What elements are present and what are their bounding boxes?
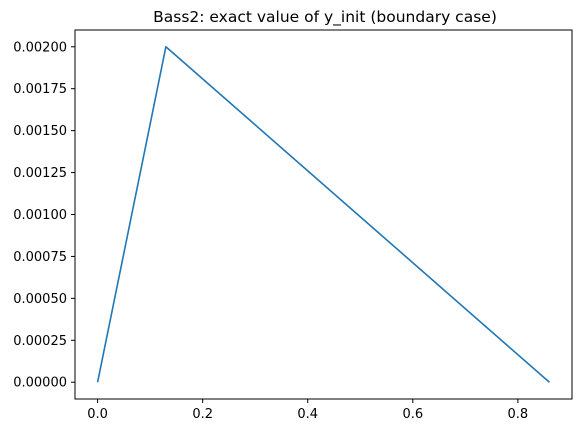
y-tick-label: 0.00200 — [13, 40, 67, 55]
chart-title: Bass2: exact value of y_init (boundary c… — [153, 8, 497, 27]
y-axis: 0.00000 0.00025 0.00050 0.00075 0.00100 0.001… — [13, 40, 75, 391]
y-tick-label: 0.00175 — [13, 82, 67, 97]
y-tick-label: 0.00100 — [13, 208, 67, 223]
plot-area — [75, 30, 572, 399]
y-tick-label: 0.00125 — [13, 166, 67, 181]
x-tick-label: 0.8 — [508, 407, 529, 422]
series-line-0 — [96, 45, 550, 383]
x-tick-label: 0.6 — [402, 407, 423, 422]
x-tick-label: 0.4 — [297, 407, 318, 422]
y-tick-label: 0.00050 — [13, 292, 67, 307]
x-tick-label: 0.0 — [87, 407, 108, 422]
x-axis: 0.0 0.2 0.4 0.6 0.8 — [87, 399, 528, 422]
y-tick-label: 0.00000 — [13, 376, 67, 391]
series-layer — [96, 45, 550, 383]
y-tick-label: 0.00075 — [13, 250, 67, 265]
y-tick-label: 0.00025 — [13, 334, 67, 349]
y-tick-label: 0.00150 — [13, 124, 67, 139]
plot-frame — [74, 29, 573, 400]
x-tick-label: 0.2 — [192, 407, 213, 422]
